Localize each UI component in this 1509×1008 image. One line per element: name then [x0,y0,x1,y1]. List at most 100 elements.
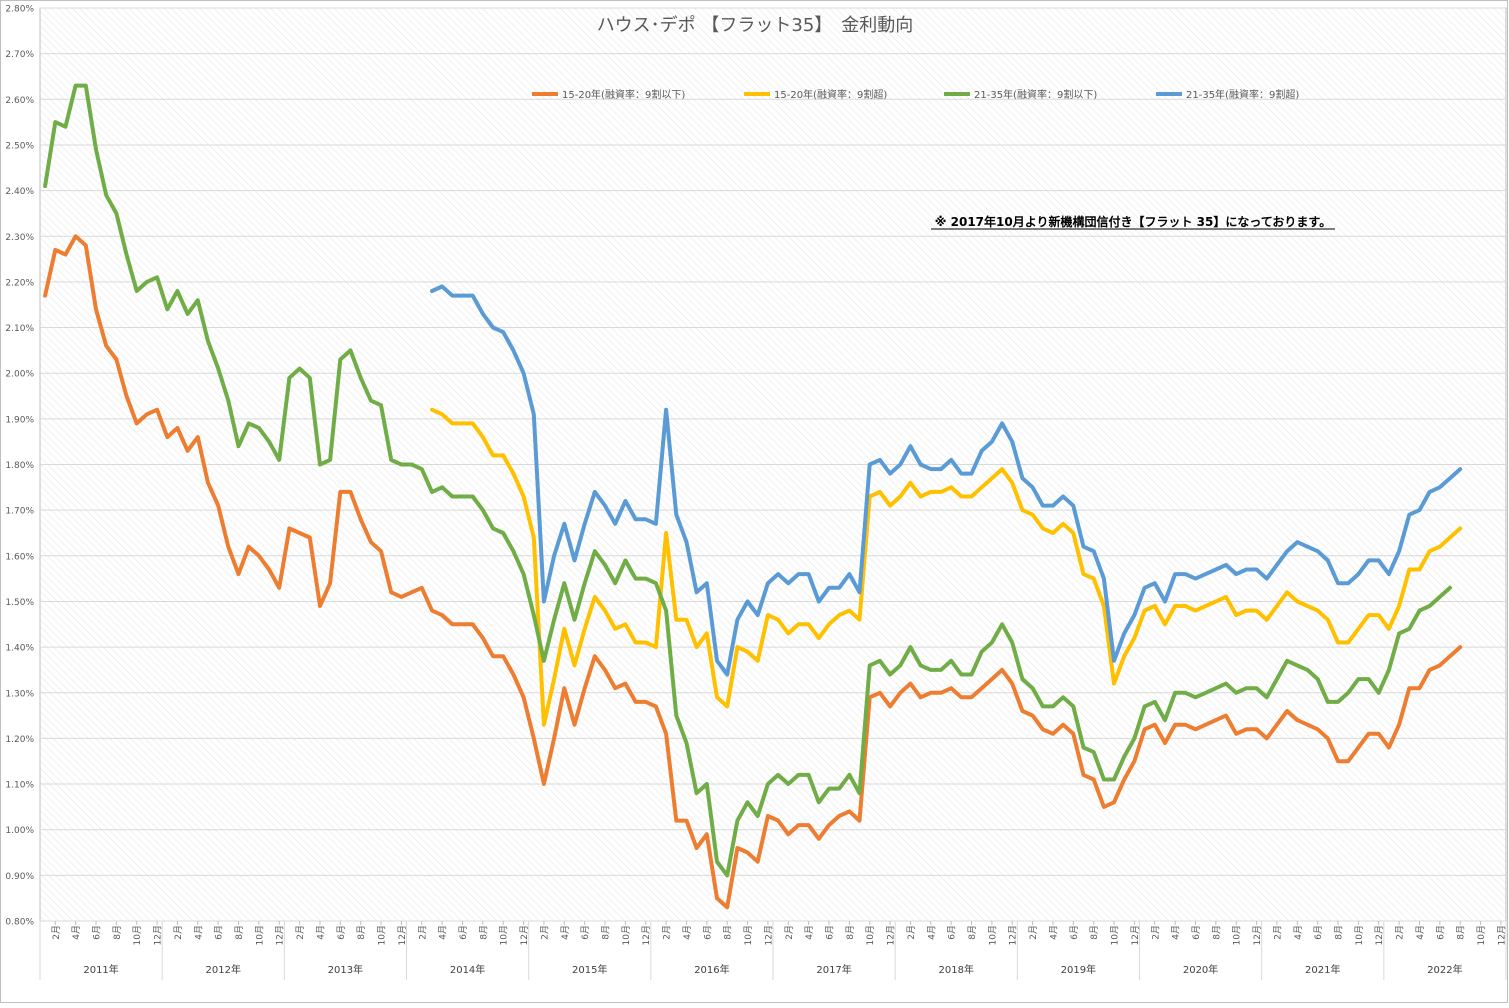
x-month-label: 12月 [397,925,408,945]
x-month-label: 12月 [1130,925,1141,945]
x-month-label: 12月 [519,925,530,945]
y-tick-label: 2.40% [5,187,34,197]
x-month-label: 6月 [458,925,469,940]
y-tick-label: 1.80% [5,461,34,471]
x-month-label: 12月 [641,925,652,945]
x-month-label: 4月 [71,925,82,940]
x-month-label: 4月 [1415,925,1426,940]
x-month-label: 4月 [926,925,937,940]
x-month-label: 12月 [763,925,774,945]
x-month-label: 12月 [1374,925,1385,945]
series-line-0 [43,234,1463,910]
x-axis-year-labels: 2011年 2012年 2013年 2014年 2015年 2016年 2017年 2018年… [83,963,1462,976]
y-tick-label: 1.90% [5,415,34,425]
y-tick-label: 2.30% [5,233,34,243]
x-month-label: 10月 [1476,925,1487,945]
x-month-label: 10月 [1110,925,1121,945]
x-month-label: 6月 [1069,925,1080,940]
x-month-label: 4月 [560,925,571,940]
x-month-label: 2月 [1395,925,1406,940]
y-tick-label: 0.80% [5,918,34,928]
x-month-label: 12月 [275,925,286,945]
x-month-label: 2月 [539,925,550,940]
y-tick-label: 2.10% [5,324,34,334]
x-month-label: 4月 [804,925,815,940]
x-month-label: 2月 [784,925,795,940]
y-tick-label: 1.00% [5,826,34,836]
y-tick-label: 2.00% [5,370,34,380]
x-month-label: 6月 [1191,925,1202,940]
y-axis-tick-labels: 0.80% 0.90% 1.00% 1.10% 1.20% 1.30% 1.40% 1.50%… [5,5,34,928]
legend-item-21-35-over90: 21-35年(融資率：9割超) [1156,88,1299,101]
x-month-label: 12月 [1496,925,1507,945]
x-month-label: 8月 [478,925,489,940]
x-year-label: 2021年 [1305,963,1340,976]
y-tick-label: 2.80% [5,5,34,15]
legend-item-21-35-under90: 21-35年(融資率：9割以下) [944,88,1097,101]
legend-item-15-20-over90: 15-20年(融資率：9割超) [744,88,887,101]
x-month-label: 8月 [845,925,856,940]
y-tick-label: 1.60% [5,552,34,562]
series-line-1 [430,407,1463,727]
x-month-label: 2月 [662,925,673,940]
legend-label: 15-20年(融資率：9割以下) [562,88,685,101]
x-month-label: 10月 [987,925,998,945]
y-tick-label: 2.60% [5,96,34,106]
x-month-label: 2月 [295,925,306,940]
x-month-label: 2月 [1150,925,1161,940]
x-month-label: 10月 [865,925,876,945]
chart-title: ハウス･デポ 【フラット35】 金利動向 [597,15,914,36]
x-month-label: 8月 [1089,925,1100,940]
x-month-label: 8月 [601,925,612,940]
x-month-label: 12月 [153,925,164,945]
x-month-label: 12月 [1252,925,1263,945]
x-month-label: 10月 [1232,925,1243,945]
series-line-3 [430,284,1463,677]
x-year-label: 2016年 [694,963,729,976]
gridlines [39,7,1507,980]
series-line-2 [43,83,1452,878]
y-tick-label: 1.30% [5,689,34,699]
x-month-label: 8月 [1334,925,1345,940]
legend-item-15-20-under90: 15-20年(融資率：9割以下) [532,88,685,101]
x-month-label: 2月 [51,925,62,940]
x-month-label: 8月 [723,925,734,940]
x-month-label: 10月 [1354,925,1365,945]
x-month-label: 4月 [1171,925,1182,940]
x-year-label: 2022年 [1427,963,1462,976]
x-year-label: 2013年 [328,963,363,976]
x-year-label: 2015年 [572,963,607,976]
x-year-label: 2011年 [83,963,118,976]
y-tick-label: 1.70% [5,507,34,517]
x-month-label: 6月 [824,925,835,940]
x-year-label: 2020年 [1183,963,1218,976]
legend: 15-20年(融資率：9割以下) 15-20年(融資率：9割超) 21-35年(… [532,88,1299,101]
x-month-label: 8月 [234,925,245,940]
x-year-label: 2012年 [206,963,241,976]
x-month-label: 4月 [315,925,326,940]
x-year-label: 2018年 [939,963,974,976]
x-month-label: 8月 [1456,925,1467,940]
x-month-label: 8月 [967,925,978,940]
x-month-label: 4月 [1293,925,1304,940]
x-month-label: 12月 [886,925,897,945]
x-month-label: 6月 [580,925,591,940]
x-month-label: 4月 [1048,925,1059,940]
y-tick-label: 2.20% [5,278,34,288]
x-year-label: 2017年 [816,963,851,976]
x-month-label: 10月 [743,925,754,945]
y-tick-label: 1.50% [5,598,34,608]
x-month-label: 10月 [621,925,632,945]
x-month-label: 8月 [1211,925,1222,940]
x-month-label: 6月 [702,925,713,940]
x-month-label: 10月 [132,925,143,945]
x-month-label: 2月 [417,925,428,940]
x-month-label: 10月 [499,925,510,945]
chart-note: ※ 2017年10月より新機構団信付き【フラット 35】になっております。 [935,214,1331,229]
y-tick-label: 1.20% [5,735,34,745]
y-tick-label: 1.40% [5,644,34,654]
x-month-label: 4月 [682,925,693,940]
x-month-label: 8月 [112,925,123,940]
